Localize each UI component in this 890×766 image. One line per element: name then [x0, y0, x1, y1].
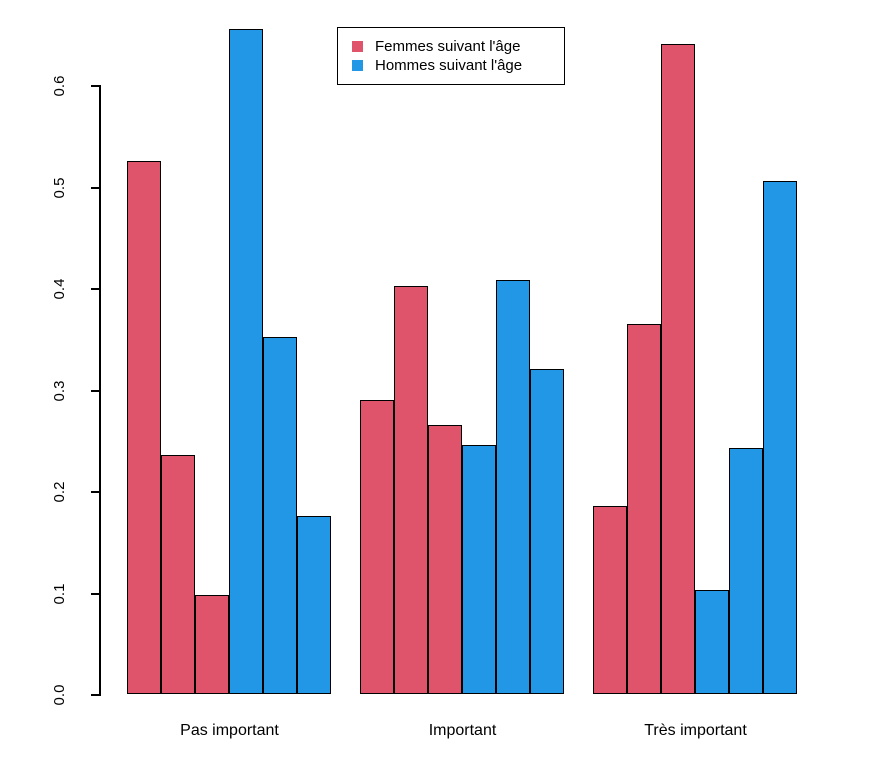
bar-femmes-group1-age1	[127, 161, 161, 694]
bar-hommes-group2-age3	[530, 369, 564, 694]
x-axis-label-3: Très important	[644, 722, 747, 739]
y-axis-tick	[91, 694, 100, 696]
legend-label: Hommes suivant l'âge	[375, 57, 523, 74]
bar-femmes-group3-age3	[661, 44, 695, 694]
legend-item-1: Femmes suivant l'âge	[352, 37, 552, 56]
y-axis-line	[99, 85, 101, 696]
x-axis-label-2: Important	[428, 722, 497, 739]
bar-hommes-group3-age1	[695, 590, 729, 694]
y-axis-tick-label: 0.2	[51, 481, 68, 503]
bar-hommes-group2-age2	[496, 280, 530, 694]
y-axis-tick-label: 0.6	[51, 75, 68, 97]
bar-hommes-group1-age3	[297, 516, 331, 694]
y-axis-tick	[91, 592, 100, 595]
legend-swatch-icon	[352, 60, 363, 71]
bar-hommes-group3-age2	[729, 448, 763, 694]
bar-femmes-group2-age2	[394, 286, 428, 694]
bar-hommes-group3-age3	[763, 181, 797, 694]
bar-hommes-group2-age1	[462, 445, 496, 694]
y-axis-tick	[91, 389, 100, 392]
legend-label: Femmes suivant l'âge	[375, 38, 521, 55]
y-axis-tick	[91, 186, 100, 189]
y-axis-tick-label: 0.0	[51, 684, 68, 706]
bar-femmes-group3-age1	[593, 506, 627, 694]
y-axis-tick-label: 0.4	[51, 278, 68, 300]
legend-swatch-icon	[352, 41, 363, 52]
bar-femmes-group3-age2	[627, 324, 661, 694]
bar-hommes-group1-age2	[263, 337, 297, 694]
legend-item-2: Hommes suivant l'âge	[352, 56, 552, 75]
bar-femmes-group2-age3	[428, 425, 462, 694]
x-axis-label-1: Pas important	[180, 722, 279, 739]
bar-hommes-group1-age1	[229, 29, 263, 694]
bar-femmes-group1-age2	[161, 455, 195, 694]
bar-femmes-group2-age1	[360, 400, 394, 694]
y-axis-tick-label: 0.5	[51, 177, 68, 198]
legend: Femmes suivant l'âge Hommes suivant l'âge	[337, 27, 565, 85]
y-axis-tick	[91, 491, 100, 493]
y-axis-tick-label: 0.3	[51, 380, 68, 401]
bar-femmes-group1-age3	[195, 595, 229, 694]
y-axis-tick	[91, 85, 100, 87]
y-axis-tick	[91, 288, 100, 290]
y-axis-tick-label: 0.1	[51, 583, 68, 604]
